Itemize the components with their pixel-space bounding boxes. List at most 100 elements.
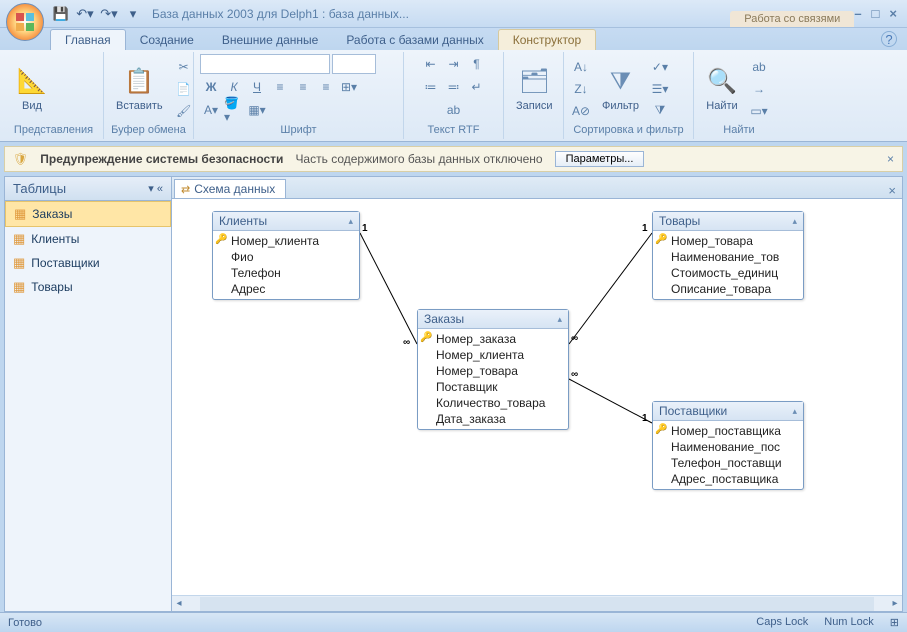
- nav-item-Товары[interactable]: ▦Товары: [5, 275, 171, 299]
- cut-icon[interactable]: ✂: [173, 57, 195, 77]
- indent-decrease-icon[interactable]: ⇤: [420, 54, 442, 74]
- field-Номер_товара[interactable]: Номер_товара: [418, 363, 568, 379]
- field-Поставщик[interactable]: Поставщик: [418, 379, 568, 395]
- doc-close-icon[interactable]: ×: [888, 183, 896, 198]
- records-group-label: [510, 123, 557, 137]
- field-Дата_заказа[interactable]: Дата_заказа: [418, 411, 568, 427]
- entity-title[interactable]: Товары▴: [653, 212, 803, 231]
- grid-icon[interactable]: ⊞▾: [338, 77, 360, 97]
- align-center-icon[interactable]: ≡: [292, 77, 314, 97]
- office-button[interactable]: [6, 3, 44, 41]
- tab-create[interactable]: Создание: [126, 30, 208, 50]
- field-Номер_поставщика[interactable]: Номер_поставщика: [653, 423, 803, 439]
- underline-icon[interactable]: Ч: [246, 77, 268, 97]
- field-Адрес_поставщика[interactable]: Адрес_поставщика: [653, 471, 803, 487]
- minimize-button[interactable]: –: [854, 6, 861, 21]
- selection-filter-icon[interactable]: ✓▾: [649, 57, 671, 77]
- field-Фио[interactable]: Фио: [213, 249, 359, 265]
- field-Наименование_тов[interactable]: Наименование_тов: [653, 249, 803, 265]
- tab-home[interactable]: Главная: [50, 29, 126, 50]
- entity-title[interactable]: Заказы▴: [418, 310, 568, 329]
- tab-dbtools[interactable]: Работа с базами данных: [332, 30, 497, 50]
- tab-designer[interactable]: Конструктор: [498, 29, 596, 50]
- advanced-filter-icon[interactable]: ☰▾: [649, 79, 671, 99]
- sort-desc-icon[interactable]: Z↓: [570, 79, 592, 99]
- select-icon[interactable]: ▭▾: [748, 101, 770, 121]
- doc-tab-label: Схема данных: [194, 182, 275, 196]
- view-switcher-icon[interactable]: ⊞: [890, 616, 899, 629]
- security-options-button[interactable]: Параметры...: [555, 151, 645, 167]
- nav-header[interactable]: Таблицы ▾ «: [5, 177, 171, 201]
- bold-icon[interactable]: Ж: [200, 77, 222, 97]
- field-Стоимость_единиц[interactable]: Стоимость_единиц: [653, 265, 803, 281]
- field-Описание_товара[interactable]: Описание_товара: [653, 281, 803, 297]
- filter-button[interactable]: ⧩ Фильтр: [596, 64, 645, 114]
- field-Количество_товара[interactable]: Количество_товара: [418, 395, 568, 411]
- close-button[interactable]: ×: [889, 6, 897, 21]
- align-left-icon[interactable]: ≡: [269, 77, 291, 97]
- field-Телефон_поставщи[interactable]: Телефон_поставщи: [653, 455, 803, 471]
- nav-item-Клиенты[interactable]: ▦Клиенты: [5, 227, 171, 251]
- font-color-icon[interactable]: A▾: [200, 100, 222, 120]
- view-button[interactable]: 📐 Вид: [10, 64, 54, 114]
- highlight-icon[interactable]: ab: [443, 100, 465, 120]
- maximize-button[interactable]: □: [872, 6, 880, 21]
- horizontal-scrollbar[interactable]: ◂ ▸: [172, 595, 902, 611]
- italic-icon[interactable]: К: [223, 77, 245, 97]
- replace-icon[interactable]: ab: [748, 57, 770, 77]
- clear-sort-icon[interactable]: A⊘: [570, 101, 592, 121]
- fill-color-icon[interactable]: 🪣▾: [223, 100, 245, 120]
- find-label: Найти: [706, 100, 737, 112]
- bullets-icon[interactable]: ≔: [420, 77, 442, 97]
- sort-asc-icon[interactable]: A↓: [570, 57, 592, 77]
- field-Номер_товара[interactable]: Номер_товара: [653, 233, 803, 249]
- scroll-right-icon[interactable]: ▸: [888, 598, 902, 609]
- field-Телефон[interactable]: Телефон: [213, 265, 359, 281]
- goto-icon[interactable]: →: [748, 79, 770, 99]
- records-button[interactable]: 🗂 Записи: [510, 64, 559, 114]
- entity-menu-icon[interactable]: ▴: [348, 216, 353, 227]
- entity-orders[interactable]: Заказы▴ Номер_заказаНомер_клиентаНомер_то…: [417, 309, 569, 430]
- field-Адрес[interactable]: Адрес: [213, 281, 359, 297]
- find-button[interactable]: 🔍 Найти: [700, 64, 744, 114]
- redo-icon[interactable]: ↷▾: [100, 5, 118, 23]
- rtl-icon[interactable]: ↵: [466, 77, 488, 97]
- numbering-icon[interactable]: ≕: [443, 77, 465, 97]
- entity-clients[interactable]: Клиенты▴ Номер_клиентаФиоТелефонАдрес: [212, 211, 360, 300]
- entity-title[interactable]: Клиенты▴: [213, 212, 359, 231]
- field-Номер_клиента[interactable]: Номер_клиента: [418, 347, 568, 363]
- entity-menu-icon[interactable]: ▴: [557, 314, 562, 325]
- entity-suppliers[interactable]: Поставщики▴ Номер_поставщикаНаименование_…: [652, 401, 804, 490]
- toggle-filter-icon[interactable]: ⧩: [649, 101, 671, 121]
- field-Наименование_пос[interactable]: Наименование_пос: [653, 439, 803, 455]
- relationships-canvas[interactable]: Клиенты▴Номер_клиентаФиоТелефонАдресЗака…: [172, 199, 902, 595]
- tab-external[interactable]: Внешние данные: [208, 30, 333, 50]
- entity-goods[interactable]: Товары▴ Номер_товараНаименование_товСтоим…: [652, 211, 804, 300]
- scroll-left-icon[interactable]: ◂: [172, 598, 186, 609]
- main-area: Таблицы ▾ « ▦Заказы▦Клиенты▦Поставщики▦Т…: [4, 176, 903, 612]
- entity-menu-icon[interactable]: ▴: [792, 216, 797, 227]
- entity-menu-icon[interactable]: ▴: [792, 406, 797, 417]
- font-size-combo[interactable]: [332, 54, 376, 74]
- qat-customize-icon[interactable]: ▾: [124, 5, 142, 23]
- undo-icon[interactable]: ↶▾: [76, 5, 94, 23]
- ltr-icon[interactable]: ¶: [466, 54, 488, 74]
- security-close-icon[interactable]: ×: [887, 152, 894, 166]
- copy-icon[interactable]: 📄: [173, 79, 195, 99]
- nav-item-Заказы[interactable]: ▦Заказы: [5, 201, 171, 227]
- format-painter-icon[interactable]: 🖌: [173, 101, 195, 121]
- entity-title[interactable]: Поставщики▴: [653, 402, 803, 421]
- field-Номер_клиента[interactable]: Номер_клиента: [213, 233, 359, 249]
- indent-increase-icon[interactable]: ⇥: [443, 54, 465, 74]
- doc-tab-schema[interactable]: ⇄ Схема данных: [174, 179, 286, 198]
- align-right-icon[interactable]: ≡: [315, 77, 337, 97]
- scroll-track[interactable]: [200, 597, 874, 611]
- gridlines-icon[interactable]: ▦▾: [246, 100, 268, 120]
- help-icon[interactable]: ?: [881, 31, 897, 47]
- save-icon[interactable]: 💾: [52, 5, 70, 23]
- font-name-combo[interactable]: [200, 54, 330, 74]
- nav-dropdown-icon[interactable]: ▾ «: [148, 182, 163, 195]
- paste-button[interactable]: 📋 Вставить: [110, 64, 169, 114]
- nav-item-Поставщики[interactable]: ▦Поставщики: [5, 251, 171, 275]
- field-Номер_заказа[interactable]: Номер_заказа: [418, 331, 568, 347]
